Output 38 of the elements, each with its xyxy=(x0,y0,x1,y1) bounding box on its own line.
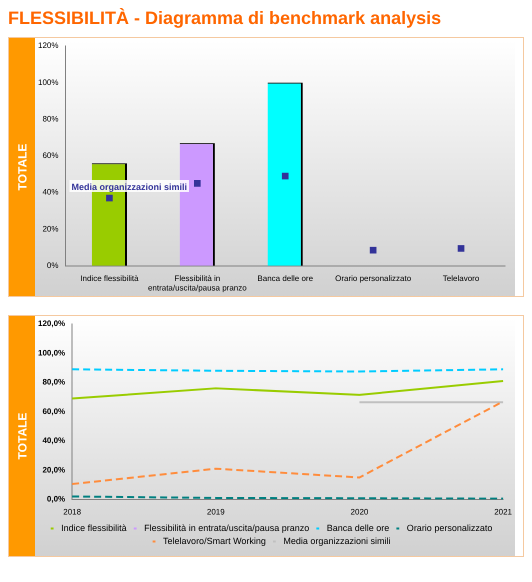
legend-label: Media organizzazioni simili xyxy=(283,536,390,546)
legend-label: Banca delle ore xyxy=(326,522,390,533)
y-tick-label: 0,0% xyxy=(46,494,66,504)
legend-label: Orario personalizzato xyxy=(406,522,492,533)
point xyxy=(106,194,113,202)
y-axis-title: TOTALE xyxy=(15,412,30,460)
chart-title: FLESSIBILITÀ - Diagramma di benchmark analysis xyxy=(8,8,442,29)
x-tick-label: 2021 xyxy=(494,507,513,516)
y-tick-label: 60,0% xyxy=(42,406,66,416)
legend-label: Indice flessibilità xyxy=(61,522,127,533)
y-tick-label: 120,0% xyxy=(38,319,66,328)
y-tick-label: 0% xyxy=(46,261,58,270)
series-label: Media organizzazioni simili xyxy=(71,182,187,192)
x-tick-label: 2020 xyxy=(350,507,369,516)
y-tick-label: 20% xyxy=(42,224,58,234)
y-tick-label: 20,0% xyxy=(42,465,66,474)
x-tick-label: Flessibilità in entrata/uscita/pausa pranzo xyxy=(148,274,248,292)
y-tick-label: 40,0% xyxy=(42,436,66,446)
y-tick-label: 80% xyxy=(42,114,58,124)
x-tick-label: Indice flessibilità xyxy=(80,274,140,283)
x-tick-label: 2018 xyxy=(63,507,82,516)
x-tick-label: Telelavoro xyxy=(442,274,480,283)
y-tick-label: 120% xyxy=(38,41,58,50)
y-axis-title: TOTALE xyxy=(15,144,30,190)
x-tick-label: Orario personalizzato xyxy=(335,274,412,283)
x-tick-label: 2019 xyxy=(206,507,226,516)
legend-label: Flessibilità in entrata/uscita/pausa pranzo xyxy=(144,522,310,533)
point xyxy=(458,245,464,252)
y-tick-label: 40% xyxy=(42,188,58,197)
point xyxy=(370,246,376,254)
y-tick-label: 100% xyxy=(38,78,58,87)
y-tick-label: 100,0% xyxy=(38,348,66,358)
y-tick-label: 80,0% xyxy=(42,378,66,387)
point xyxy=(282,172,289,180)
x-tick-label: Banca delle ore xyxy=(257,274,314,283)
point xyxy=(194,180,201,187)
legend-label: Telelavoro/Smart Working xyxy=(163,536,266,546)
y-tick-label: 60% xyxy=(42,151,58,160)
